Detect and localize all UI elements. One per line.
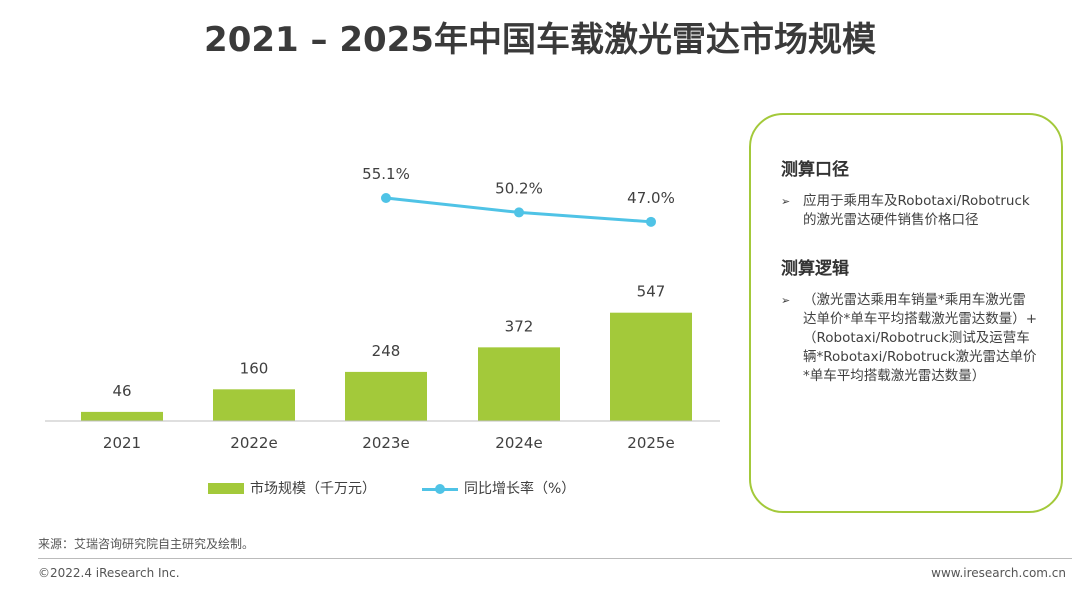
growth-label-2025e: 47.0% — [627, 189, 675, 207]
growth-point-2025e — [646, 216, 656, 227]
legend-line-swatch — [422, 483, 458, 494]
x-tick-2025e: 2025e — [627, 434, 674, 452]
chart-legend: 市场规模（千万元） 同比增长率（%） — [208, 478, 575, 498]
growth-label-2024e: 50.2% — [495, 179, 543, 197]
bar-label-2021: 46 — [112, 382, 131, 400]
scope-text: 应用于乘用车及Robotaxi/Robotruck的激光雷达硬件销售价格口径 — [803, 193, 1030, 228]
footer-divider — [38, 558, 1072, 559]
x-tick-2021: 2021 — [103, 434, 141, 452]
legend-line-label: 同比增长率（%） — [464, 481, 576, 497]
bar-2023e — [345, 371, 427, 421]
bar-label-2022e: 160 — [240, 359, 269, 377]
growth-point-2023e — [381, 193, 391, 203]
growth-label-2023e: 55.1% — [362, 165, 410, 183]
page-title: 2021 – 2025年中国车载激光雷达市场规模 — [204, 20, 876, 60]
arrow-bullet-icon: ➢ — [781, 294, 791, 307]
scope-heading: 测算口径 — [781, 160, 849, 180]
bar-2024e — [478, 347, 560, 421]
x-tick-2024e: 2024e — [495, 434, 542, 452]
arrow-bullet-icon: ➢ — [781, 195, 791, 208]
bar-2022e — [213, 389, 295, 421]
bar-label-2023e: 248 — [372, 342, 401, 360]
bar-label-2025e: 547 — [637, 283, 666, 301]
website-link: www.iresearch.com.cn — [931, 566, 1066, 580]
x-tick-2023e: 2023e — [362, 434, 409, 452]
logic-heading: 测算逻辑 — [781, 259, 849, 279]
bar-2025e — [610, 312, 692, 421]
bar-2021 — [81, 411, 163, 421]
methodology-box: 测算口径 ➢ 应用于乘用车及Robotaxi/Robotruck的激光雷达硬件销… — [749, 113, 1063, 513]
x-tick-2022e: 2022e — [230, 434, 277, 452]
scope-bullet: ➢ 应用于乘用车及Robotaxi/Robotruck的激光雷达硬件销售价格口径 — [781, 192, 1039, 230]
logic-bullet: ➢ （激光雷达乘用车销量*乘用车激光雷达单价*单车平均搭载激光雷达数量）+（Ro… — [781, 291, 1039, 386]
legend-bar-swatch — [208, 482, 244, 494]
growth-point-2024e — [514, 207, 524, 218]
bar-label-2024e: 372 — [505, 317, 534, 335]
logic-text: （激光雷达乘用车销量*乘用车激光雷达单价*单车平均搭载激光雷达数量）+（Robo… — [803, 292, 1038, 384]
legend-bar-label: 市场规模（千万元） — [250, 481, 376, 497]
source-note: 来源：艾瑞咨询研究院自主研究及绘制。 — [38, 537, 255, 551]
market-size-chart: 2021 2022e 2023e 2024e 2025e 46160248372547 … — [45, 165, 720, 452]
copyright-text: ©2022.4 iResearch Inc. — [38, 566, 180, 580]
